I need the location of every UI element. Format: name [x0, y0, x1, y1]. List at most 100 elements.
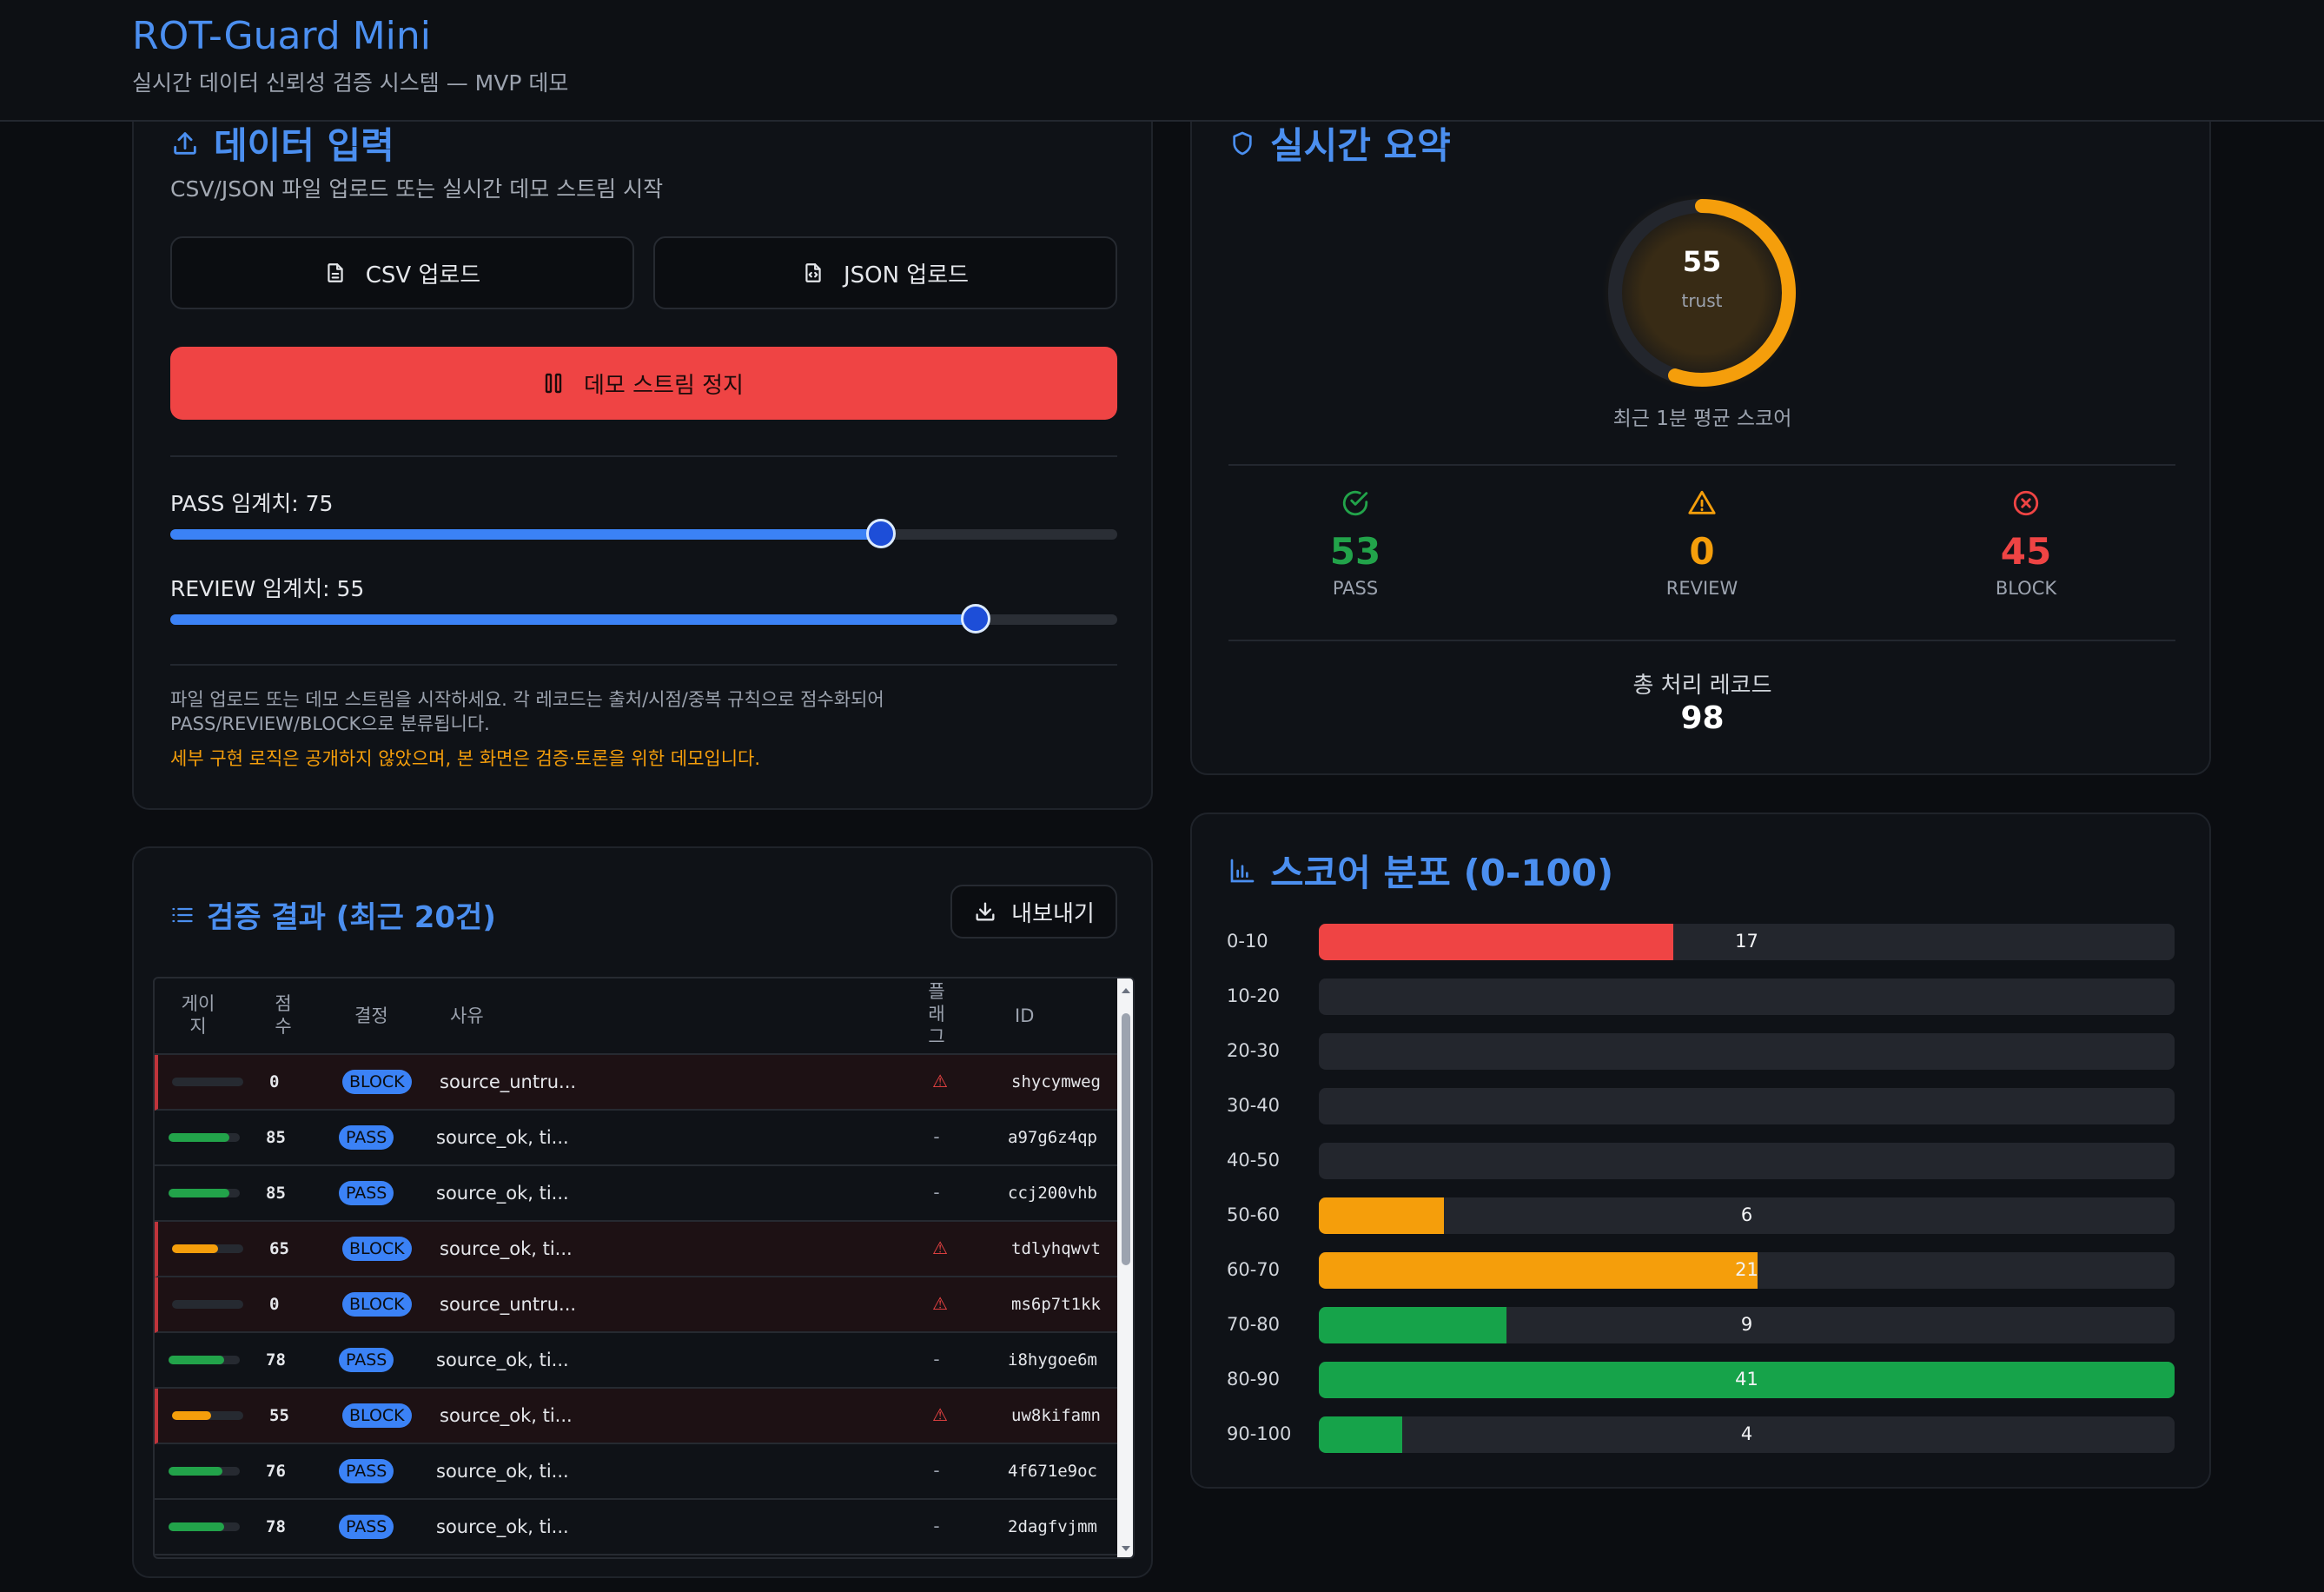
distribution-bar-track: 21 [1319, 1252, 2175, 1289]
row-id: ccj200vhb [1008, 1184, 1097, 1203]
download-icon [976, 902, 995, 921]
distribution-bar-count: 17 [1735, 931, 1758, 952]
distribution-bar [1319, 924, 1674, 960]
demo-stream-stop-button[interactable]: 데모 스트림 정지 [170, 347, 1117, 420]
col-id: ID [1015, 1005, 1035, 1026]
row-decision-badge: BLOCK [342, 1292, 412, 1317]
row-id: tdlyhqwvt [1011, 1239, 1101, 1258]
x-circle-icon [2013, 490, 2039, 516]
row-id: a97g6z4qp [1008, 1128, 1097, 1147]
distribution-bar-count: 41 [1735, 1369, 1758, 1390]
results-title: 검증 결과 (최근 20건) [207, 900, 496, 935]
row-flag-warning-icon: ⚠ [932, 1237, 948, 1258]
col-reason: 사유 [450, 1005, 484, 1026]
row-id: i8hygoe6m [1008, 1350, 1097, 1370]
table-row[interactable]: 0 BLOCK source_untru... ⚠ ms6p7t1kk [155, 1277, 1117, 1333]
distribution-bin-label: 80-90 [1227, 1369, 1281, 1390]
row-flag: - [933, 1182, 940, 1203]
distribution-bin-label: 40-50 [1227, 1150, 1281, 1171]
row-score: 65 [269, 1239, 289, 1258]
csv-upload-button[interactable]: CSV 업로드 [170, 236, 634, 309]
pass-count: 53 [1329, 530, 1381, 573]
row-decision-badge: BLOCK [342, 1237, 412, 1261]
summary-divider-1 [1228, 464, 2175, 466]
row-score-gauge-fill [169, 1467, 223, 1476]
distribution-bar [1319, 1252, 1758, 1289]
distribution-title: 스코어 분포 (0-100) [1270, 852, 1614, 894]
row-score: 78 [266, 1517, 286, 1536]
table-row[interactable]: 0 BLOCK source_untru... ⚠ shycymweg [155, 1055, 1117, 1111]
distribution-bin-label: 50-60 [1227, 1204, 1281, 1225]
results-table: 게이 지 점 수 결정 사유 플 래 그 ID 0 BLOCK source_unt… [153, 977, 1135, 1559]
col-gauge: 게이 지 [179, 992, 217, 1038]
bar-chart-icon [1230, 859, 1255, 882]
table-row[interactable]: 55 BLOCK source_ok, ti... ⚠ uw8kifamn [155, 1389, 1117, 1444]
row-decision-badge: PASS [339, 1125, 394, 1150]
score-distribution-card: 스코어 분포 (0-100) 0-10 17 10-20 20-30 30-40 40-5… [1190, 813, 2211, 1489]
row-score-gauge [172, 1411, 243, 1420]
results-card: 검증 결과 (최근 20건) 내보내기 게이 지 점 수 결정 사유 플 래 그… [132, 846, 1153, 1578]
top-header: ROT-Guard Mini 실시간 데이터 신뢰성 검증 시스템 — MVP … [0, 0, 2324, 122]
table-row[interactable]: 78 PASS source_ok, ti... - i8hygoe6m [155, 1333, 1117, 1389]
row-score-gauge-fill [169, 1189, 229, 1197]
distribution-bin-label: 10-20 [1227, 985, 1281, 1006]
review-threshold-slider[interactable] [170, 604, 1117, 633]
row-score: 85 [266, 1128, 286, 1147]
distribution-bar-track [1319, 1143, 2175, 1179]
distribution-bar-count: 4 [1740, 1423, 1753, 1444]
distribution-bar-track [1319, 1088, 2175, 1124]
distribution-bar-track: 6 [1319, 1197, 2175, 1234]
json-upload-label: JSON 업로드 [843, 262, 970, 289]
data-input-desc: CSV/JSON 파일 업로드 또는 실시간 데모 스트림 시작 [170, 176, 664, 202]
export-button[interactable]: 내보내기 [950, 885, 1117, 939]
demo-stream-stop-label: 데모 스트림 정지 [584, 372, 744, 399]
results-scrollbar[interactable] [1117, 978, 1135, 1557]
row-flag: - [933, 1349, 940, 1370]
results-scroll-thumb[interactable] [1122, 1013, 1130, 1265]
distribution-bar [1319, 1416, 1403, 1453]
row-id: 2dagfvjmm [1008, 1517, 1097, 1536]
distribution-bar-count: 9 [1740, 1314, 1753, 1335]
table-row[interactable]: 85 PASS source_ok, ti... - ccj200vhb [155, 1166, 1117, 1222]
distribution-bar-track: 17 [1319, 924, 2175, 960]
row-decision-badge: BLOCK [342, 1403, 412, 1428]
pause-icon [545, 373, 562, 394]
list-icon [172, 907, 193, 922]
row-flag: - [933, 1516, 940, 1536]
pass-threshold-fill [170, 529, 881, 540]
distribution-bin-label: 20-30 [1227, 1040, 1281, 1061]
table-row[interactable]: 78 PASS source_ok, ti... - 2dagfvjmm [155, 1500, 1117, 1556]
json-upload-button[interactable]: JSON 업로드 [653, 236, 1117, 309]
distribution-bar [1319, 1307, 1507, 1343]
row-decision-badge: PASS [339, 1459, 394, 1483]
scroll-up-arrow-icon[interactable] [1117, 984, 1135, 998]
table-row[interactable]: 65 BLOCK source_ok, ti... ⚠ tdlyhqwvt [155, 1222, 1117, 1277]
pass-threshold-handle[interactable] [865, 519, 896, 548]
row-flag: - [933, 1460, 940, 1481]
distribution-bin-label: 90-100 [1227, 1423, 1292, 1444]
table-row[interactable]: 76 PASS source_ok, ti... - 4f671e9oc [155, 1444, 1117, 1500]
row-id: shycymweg [1011, 1072, 1101, 1091]
pass-threshold-label: PASS 임계치: 75 [170, 491, 334, 516]
row-score: 0 [269, 1295, 280, 1314]
row-score-gauge [172, 1078, 243, 1086]
data-input-card: 데이터 입력 CSV/JSON 파일 업로드 또는 실시간 데모 스트림 시작 … [132, 70, 1153, 810]
pass-threshold-slider[interactable] [170, 519, 1117, 548]
csv-upload-label: CSV 업로드 [365, 262, 481, 289]
row-score-gauge-fill [169, 1356, 224, 1364]
row-id: 4f671e9oc [1008, 1462, 1097, 1481]
file-code-icon [805, 263, 821, 282]
distribution-bar-track [1319, 1033, 2175, 1070]
distribution-bar-track [1319, 978, 2175, 1015]
block-label: BLOCK [1995, 578, 2057, 599]
total-records-label: 총 처리 레코드 [1632, 673, 1772, 699]
review-threshold-handle[interactable] [960, 604, 990, 633]
trust-gauge-arc [1608, 199, 1796, 387]
row-decision-badge: PASS [339, 1515, 394, 1539]
row-score: 0 [269, 1072, 280, 1091]
row-flag-warning-icon: ⚠ [932, 1071, 948, 1091]
shield-icon [1233, 131, 1252, 155]
table-row[interactable]: 85 PASS source_ok, ti... - a97g6z4qp [155, 1111, 1117, 1166]
scroll-down-arrow-icon[interactable] [1117, 1542, 1135, 1556]
row-score-gauge-fill [169, 1522, 224, 1531]
